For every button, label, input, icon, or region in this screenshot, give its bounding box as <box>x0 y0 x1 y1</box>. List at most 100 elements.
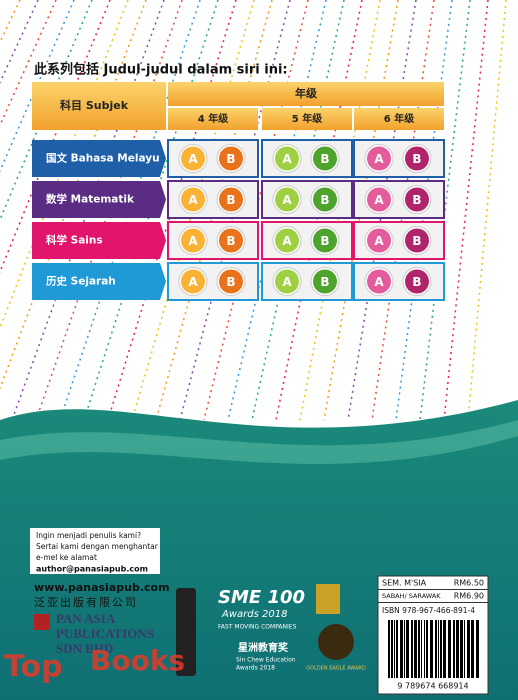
author-note: Sertai kami dengan menghantar <box>36 542 159 551</box>
footer: Ingin menjadi penulis kami? Sertai kami d… <box>4 531 489 695</box>
dotted-line <box>107 0 237 421</box>
barcode-bar <box>426 620 428 678</box>
award-trophy <box>176 588 196 676</box>
sme-award-sub: Awards 2018 <box>221 609 287 620</box>
volume-badge <box>181 187 205 212</box>
volume-label: B <box>412 193 421 207</box>
volume-label: B <box>226 152 235 166</box>
barcode-bar <box>388 620 390 678</box>
volume-label: A <box>282 275 292 289</box>
volume-label: A <box>282 234 292 248</box>
dotted-line <box>467 0 507 421</box>
barcode-bar <box>394 620 395 678</box>
volume-label: A <box>374 275 384 289</box>
barcode-bar <box>418 620 420 678</box>
volume-label: A <box>374 193 384 207</box>
volume-label: A <box>282 193 292 207</box>
header-cell <box>32 82 166 130</box>
barcode-bar <box>406 620 409 678</box>
volume-badge <box>405 228 429 253</box>
price-region: SABAH/ SARAWAK <box>382 592 441 600</box>
website: www.panasiapub.com <box>34 581 170 594</box>
barcode-bar <box>400 620 403 678</box>
volume-badge <box>275 269 299 294</box>
price-amount: RM6.50 <box>454 579 484 588</box>
volume-badge <box>313 269 337 294</box>
barcode-bar <box>396 620 398 678</box>
volume-badge <box>275 187 299 212</box>
subject-cell <box>32 263 166 300</box>
volume-label: B <box>320 152 329 166</box>
volume-badge <box>367 228 391 253</box>
dotted-line <box>323 0 399 421</box>
dotted-line <box>83 0 219 421</box>
company-en: PAN ASIA <box>56 611 116 626</box>
subject-cell <box>32 140 166 177</box>
volume-label: B <box>320 275 329 289</box>
grade-header: 年级 <box>295 86 318 100</box>
watermark: Top <box>4 650 63 685</box>
author-note: Ingin menjadi penulis kami? <box>36 531 141 540</box>
price-region: SEM. M'SIA <box>382 579 427 588</box>
volume-label: B <box>226 193 235 207</box>
header-cell <box>354 108 444 130</box>
author-note: e-mel ke alamat <box>36 553 97 562</box>
subject-label: 数学 Matematik <box>45 193 135 206</box>
author-note: author@panasiapub.com <box>36 565 148 574</box>
watermark: Books <box>90 644 185 677</box>
barcode-bar <box>430 620 433 678</box>
company-en: SDN BHD <box>56 641 113 656</box>
volume-label: A <box>282 152 292 166</box>
volume-label: A <box>374 152 384 166</box>
volume-badge <box>405 269 429 294</box>
volume-badge <box>313 228 337 253</box>
golden-eagle: GOLDEN EAGLE AWARD <box>306 666 366 672</box>
volume-label: B <box>412 275 421 289</box>
sinchew-award-year: Awards 2018 <box>236 665 275 672</box>
barcode-bar <box>471 620 474 678</box>
header-cell <box>262 108 352 130</box>
subject-cell <box>32 222 166 259</box>
volume-label: A <box>188 152 198 166</box>
barcode-bar <box>448 620 451 678</box>
header-cell <box>168 82 444 106</box>
barcode-bar <box>476 620 479 678</box>
volume-label: A <box>188 275 198 289</box>
dotted-line <box>0 0 147 391</box>
subject-header: 科目 Subjek <box>60 98 129 112</box>
grade-label: 5 年级 <box>292 112 323 125</box>
barcode-bar <box>438 620 439 678</box>
subject-label: 科学 Sains <box>46 234 103 247</box>
barcode-bar <box>435 620 437 678</box>
company-en: PUBLICATIONS <box>56 626 154 641</box>
publisher-logo <box>34 614 50 630</box>
barcode-bar <box>464 620 465 678</box>
sinchew-award-en: Sin Chew Education <box>236 657 296 664</box>
dotted-line <box>131 0 255 421</box>
eagle-logo <box>318 624 354 660</box>
sme-award-tag: FAST MOVING COMPANIES <box>218 624 297 631</box>
volume-badge <box>405 187 429 212</box>
volume-badge <box>367 146 391 171</box>
dotted-line <box>59 0 201 421</box>
award-logo <box>316 584 340 614</box>
company-cn: 泛亚出版有限公司 <box>34 595 138 609</box>
sme-award: SME 100 <box>218 587 305 608</box>
heading: 此系列包括 Judul-judul dalam siri ini: <box>34 62 288 78</box>
volume-badge <box>219 269 243 294</box>
volume-label: A <box>374 234 384 248</box>
volume-label: B <box>412 234 421 248</box>
volume-label: A <box>188 193 198 207</box>
volume-badge <box>275 146 299 171</box>
barcode-bar <box>414 620 417 678</box>
volume-badge <box>367 269 391 294</box>
volume-badge <box>219 228 243 253</box>
header-cell <box>168 108 258 130</box>
barcode-bar <box>424 620 425 678</box>
volume-badge <box>219 146 243 171</box>
barcode-bar <box>421 620 422 678</box>
barcode-number: 9 789674 668914 <box>397 682 468 691</box>
volume-badge <box>181 269 205 294</box>
